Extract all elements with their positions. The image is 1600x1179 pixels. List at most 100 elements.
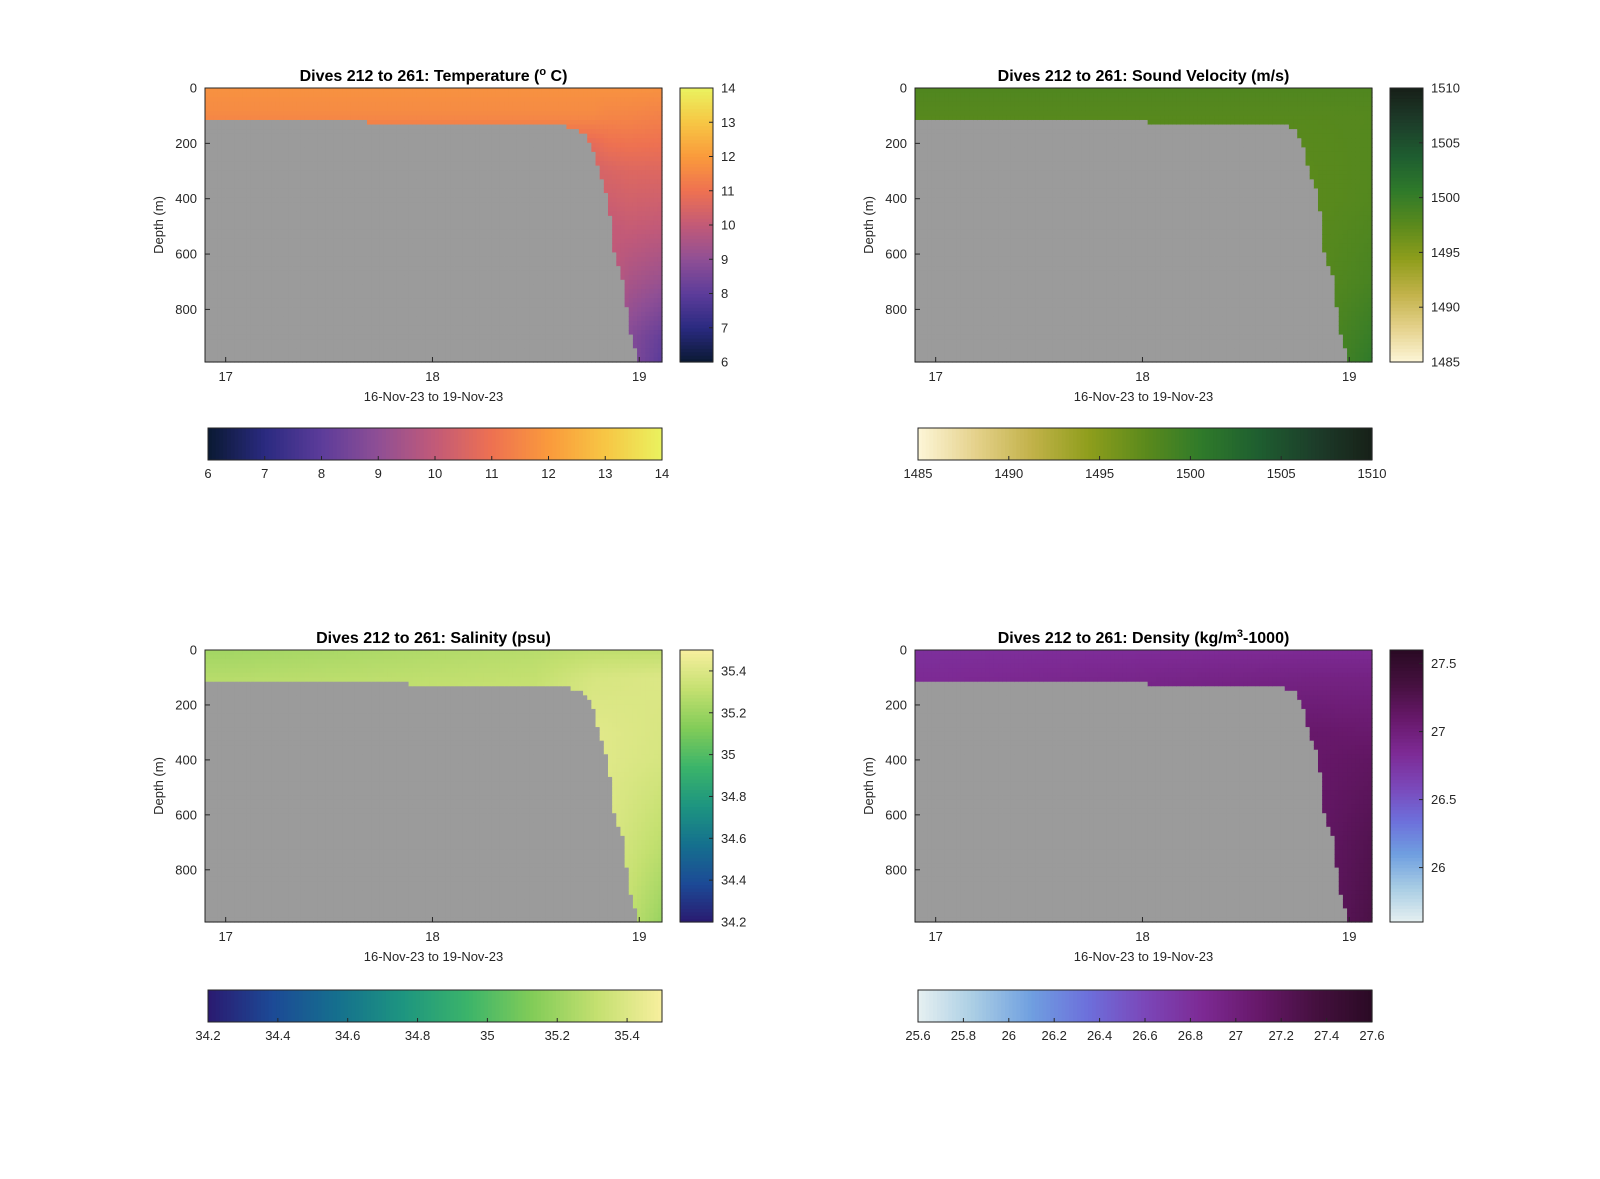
heatmap-cell <box>229 325 235 331</box>
heatmap-cell <box>483 298 489 304</box>
heatmap-cell <box>445 293 451 299</box>
heatmap-cell <box>520 298 526 304</box>
heatmap-cell <box>437 266 443 272</box>
heatmap-cell <box>250 211 256 217</box>
heatmap-cell <box>371 325 376 331</box>
heatmap-cell <box>458 302 464 308</box>
heatmap-cell <box>362 170 368 176</box>
heatmap-cell <box>425 193 430 199</box>
heatmap-cell <box>279 252 285 258</box>
heatmap-cell <box>362 288 368 295</box>
heatmap-cell <box>229 343 235 349</box>
heatmap-cell <box>412 266 418 272</box>
heatmap-cell <box>495 138 501 144</box>
heatmap-cell <box>350 247 356 253</box>
heatmap-cell <box>520 284 526 290</box>
heatmap-cell <box>313 348 318 354</box>
heatmap-cell <box>346 238 351 244</box>
heatmap-cell <box>313 161 318 167</box>
heatmap-cell <box>462 243 468 249</box>
heatmap-cell <box>545 215 551 222</box>
heatmap-cell <box>234 151 239 158</box>
heatmap-cell <box>354 138 360 144</box>
heatmap-cell <box>213 334 219 340</box>
heatmap-cell <box>396 179 401 185</box>
heatmap-cell <box>499 129 505 135</box>
heatmap-cell <box>404 293 410 299</box>
heatmap-cell <box>333 142 339 148</box>
heatmap-cell <box>288 142 293 148</box>
heatmap-cell <box>213 115 219 121</box>
heatmap-cell <box>516 225 522 231</box>
heatmap-cell <box>499 119 505 126</box>
heatmap-cell <box>205 206 210 212</box>
heatmap-cell <box>350 261 356 267</box>
heatmap-cell <box>371 88 376 94</box>
heatmap-cell <box>524 320 530 327</box>
heatmap-cell <box>391 220 397 226</box>
heatmap-cell <box>391 266 397 272</box>
heatmap-cell <box>367 156 372 162</box>
heatmap-cell <box>425 247 430 253</box>
heatmap-cell <box>350 279 356 285</box>
heatmap-cell <box>499 183 505 190</box>
heatmap-cell <box>466 101 472 107</box>
heatmap-cell <box>217 311 223 317</box>
heatmap-cell <box>321 88 327 94</box>
heatmap-cell <box>412 261 418 267</box>
heatmap-cell <box>462 293 468 299</box>
heatmap-cell <box>512 238 518 244</box>
heatmap-cell <box>354 330 360 336</box>
heatmap-cell <box>383 334 389 340</box>
heatmap-cell <box>541 124 547 130</box>
heatmap-cell <box>545 225 551 231</box>
heatmap-cell <box>504 174 509 180</box>
heatmap-cell <box>371 302 376 308</box>
heatmap-cell <box>242 234 248 240</box>
heatmap-cell <box>304 174 310 180</box>
heatmap-cell <box>454 225 460 231</box>
heatmap-cell <box>279 302 285 308</box>
heatmap-cell <box>367 101 372 107</box>
heatmap-cell <box>275 165 281 171</box>
heatmap-cell <box>396 293 401 299</box>
heatmap-cell <box>288 270 293 276</box>
heatmap-cell <box>325 334 331 340</box>
heatmap-cell <box>462 339 468 345</box>
heatmap-cell <box>504 238 509 244</box>
heatmap-cell <box>288 320 293 327</box>
heatmap-cell <box>545 206 551 212</box>
heatmap-cell <box>229 138 235 144</box>
heatmap-cell <box>541 279 547 285</box>
heatmap-cell <box>250 316 256 322</box>
heatmap-cell <box>296 298 302 304</box>
heatmap-cell <box>487 330 493 336</box>
heatmap-cell <box>205 110 210 116</box>
heatmap-cell <box>205 311 210 317</box>
heatmap-cell <box>462 165 468 171</box>
heatmap-cell <box>337 115 343 121</box>
heatmap-cell <box>416 320 422 327</box>
heatmap-cell <box>317 252 322 258</box>
heatmap-cell <box>437 348 443 354</box>
heatmap-cell <box>371 320 376 327</box>
heatmap-cell <box>350 275 356 281</box>
heatmap-cell <box>379 302 385 308</box>
heatmap-cell <box>259 133 264 139</box>
heatmap-cell <box>445 133 451 139</box>
heatmap-cell <box>342 119 347 126</box>
heatmap-cell <box>433 225 439 231</box>
heatmap-cell <box>283 142 289 148</box>
heatmap-cell <box>375 334 381 340</box>
heatmap-cell <box>350 133 356 139</box>
heatmap-cell <box>429 92 435 98</box>
heatmap-cell <box>292 110 297 116</box>
heatmap-cell <box>391 161 397 167</box>
heatmap-cell <box>470 193 476 199</box>
heatmap-cell <box>479 110 484 116</box>
heatmap-cell <box>217 261 223 267</box>
heatmap-cell <box>541 357 547 363</box>
heatmap-cell <box>279 174 285 180</box>
heatmap-cell <box>445 247 451 253</box>
heatmap-cell <box>524 202 530 208</box>
